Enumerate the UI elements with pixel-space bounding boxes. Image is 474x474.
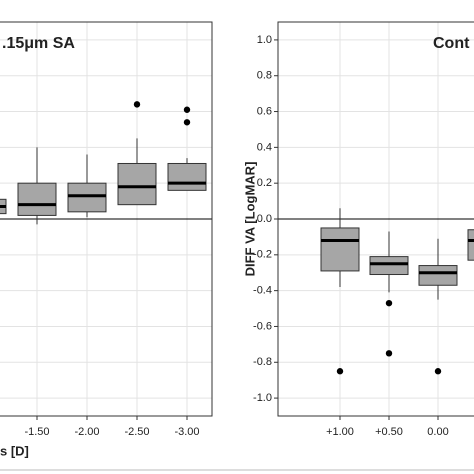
panel-border (0, 21, 213, 417)
outlier (336, 368, 344, 375)
outlier (385, 350, 393, 357)
outlier (183, 106, 191, 113)
x-tick-label: 0.00 (427, 426, 448, 438)
y-tick-label: 0.8 (257, 70, 272, 82)
y-tick-label: -1.0 (253, 392, 272, 404)
panel-title: Cont (433, 35, 470, 52)
outlier (385, 299, 393, 307)
x-tick-label: -2.50 (124, 426, 149, 438)
x-tick-label: -1.50 (24, 426, 49, 438)
x-tick-label: -2.00 (74, 426, 99, 438)
outlier (133, 101, 141, 108)
y-tick-label: 1.0 (257, 34, 272, 46)
box (467, 229, 474, 261)
box (369, 256, 409, 276)
y-tick-label: -0.6 (253, 320, 272, 332)
y-tick-label: 0.4 (257, 141, 272, 153)
x-tick-label: +1.00 (326, 426, 354, 438)
x-tick-label: +0.50 (375, 426, 403, 438)
outlier (183, 119, 191, 126)
outlier (434, 368, 442, 375)
box (17, 182, 57, 216)
x-tick-label: -3.00 (174, 426, 199, 438)
y-tick-label: -0.4 (253, 285, 272, 297)
box (418, 265, 458, 286)
panel-border (277, 21, 474, 417)
y-axis-label: DIFF VA [LogMAR] (242, 162, 257, 277)
y-tick-label: 0.2 (257, 177, 272, 189)
box (67, 182, 107, 213)
y-tick-label: 0.6 (257, 105, 272, 117)
box (117, 162, 157, 206)
y-tick-label: -0.2 (253, 249, 272, 261)
box (167, 162, 207, 191)
y-tick-label: 0.0 (257, 213, 272, 225)
panel-title: .15μm SA (2, 35, 75, 52)
y-tick-label: -0.8 (253, 356, 272, 368)
box (320, 227, 360, 272)
x-axis-label: s [D] (0, 443, 29, 458)
